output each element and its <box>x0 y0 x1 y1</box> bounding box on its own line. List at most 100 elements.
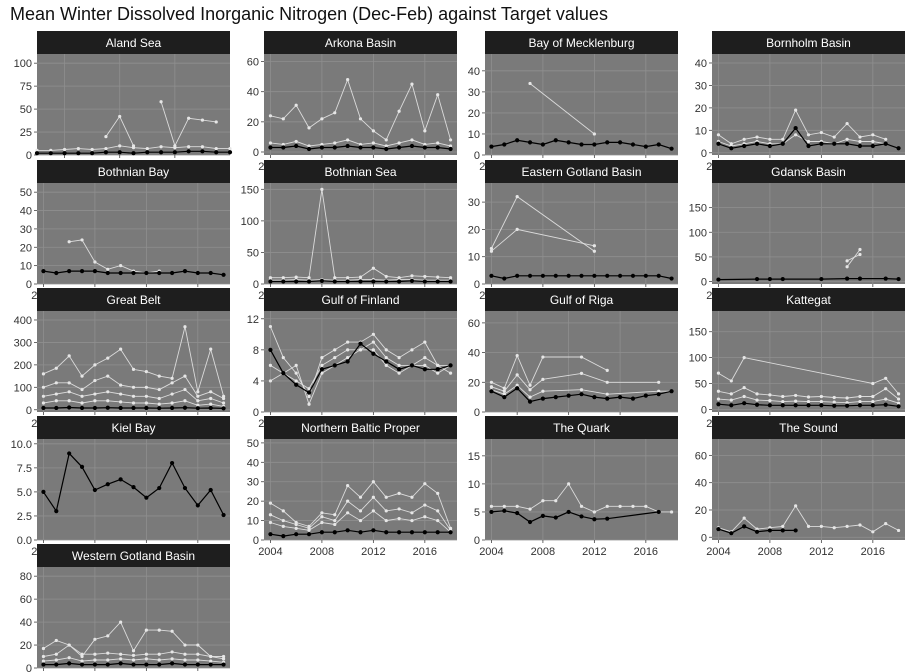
observed-point <box>716 141 721 146</box>
target-point <box>333 276 337 280</box>
target-point <box>371 348 375 352</box>
y-tick-label: 0 <box>253 407 259 419</box>
target-point <box>183 658 187 662</box>
target-point <box>515 383 519 387</box>
facet-panel: Bothnian Bay010203040502004200820122016 <box>20 160 230 302</box>
chart-title: Mean Winter Dissolved Inorganic Nitrogen… <box>10 4 608 24</box>
target-point <box>346 348 350 352</box>
target-point <box>592 244 596 248</box>
facet-strip <box>712 160 905 183</box>
observed-point <box>754 276 760 282</box>
x-tick-label: 2012 <box>361 546 385 558</box>
target-point <box>716 389 721 393</box>
target-series-line <box>491 372 659 392</box>
y-tick-label: 0 <box>26 150 32 162</box>
y-tick-label: 200 <box>14 360 32 372</box>
target-point <box>605 380 609 384</box>
y-tick-label: 10 <box>247 516 259 528</box>
target-point <box>209 347 213 351</box>
target-point <box>281 524 285 529</box>
target-point <box>320 371 324 375</box>
observed-point <box>422 530 427 535</box>
target-point <box>49 148 53 153</box>
target-point <box>320 117 324 121</box>
observed-point <box>384 146 389 152</box>
target-point <box>170 401 174 405</box>
observed-point <box>397 279 402 284</box>
observed-point <box>579 273 584 278</box>
observed-point <box>170 460 175 466</box>
target-point <box>131 401 136 405</box>
target-point <box>93 378 97 383</box>
observed-point <box>186 149 191 154</box>
observed-point <box>41 405 46 411</box>
target-point <box>502 389 506 393</box>
target-point <box>93 363 97 367</box>
facet-title: Northern Baltic Proper <box>301 421 420 435</box>
facet-title: Aland Sea <box>106 36 162 50</box>
target-point <box>144 385 148 389</box>
observed-point <box>845 276 850 281</box>
y-tick-label: 60 <box>695 450 707 462</box>
target-point <box>183 325 187 329</box>
facet-strip <box>37 160 230 183</box>
target-point <box>41 646 46 651</box>
target-point <box>448 371 453 375</box>
observed-point <box>793 125 798 131</box>
observed-point <box>566 140 571 145</box>
y-tick-label: 30 <box>247 477 259 489</box>
target-series-line <box>718 357 899 395</box>
facet-title: The Quark <box>553 421 611 435</box>
plot-area <box>264 311 457 412</box>
observed-point <box>806 403 811 408</box>
observed-point <box>592 395 597 400</box>
observed-point <box>566 393 571 398</box>
target-point <box>371 266 375 270</box>
observed-point <box>579 514 584 519</box>
y-tick-label: 0 <box>253 147 259 159</box>
target-point <box>755 392 759 396</box>
target-point <box>294 371 298 375</box>
plot-area <box>264 183 457 284</box>
observed-point <box>157 662 162 667</box>
target-point <box>436 518 440 523</box>
observed-point <box>195 503 200 508</box>
target-point <box>268 501 273 505</box>
observed-point <box>371 145 376 150</box>
observed-point <box>832 141 837 146</box>
target-point <box>423 482 427 486</box>
target-point <box>67 390 71 394</box>
observed-point <box>845 403 850 408</box>
target-point <box>144 401 148 405</box>
target-point <box>845 524 849 528</box>
observed-point <box>144 662 149 667</box>
target-point <box>159 145 163 149</box>
y-tick-label: 40 <box>247 457 259 469</box>
target-point <box>209 390 213 394</box>
target-point <box>579 371 584 375</box>
target-point <box>346 138 350 142</box>
target-point <box>410 274 414 278</box>
target-point <box>67 381 71 385</box>
y-tick-label: 50 <box>20 104 32 116</box>
target-point <box>80 238 84 242</box>
y-tick-label: 0 <box>474 407 480 419</box>
target-point <box>657 380 661 384</box>
target-point <box>294 103 298 107</box>
y-tick-label: 50 <box>247 247 259 259</box>
y-tick-label: 40 <box>247 87 259 99</box>
observed-point <box>221 512 226 518</box>
target-point <box>358 275 363 279</box>
target-point <box>106 374 110 378</box>
observed-point <box>170 270 175 276</box>
observed-point <box>182 269 188 274</box>
plot-area <box>485 439 678 540</box>
target-point <box>221 394 226 398</box>
target-point <box>742 356 746 360</box>
target-point <box>742 137 746 141</box>
target-point <box>541 389 545 393</box>
target-point <box>35 148 39 153</box>
observed-point <box>656 392 661 397</box>
target-point <box>397 356 401 360</box>
observed-point <box>716 277 721 282</box>
